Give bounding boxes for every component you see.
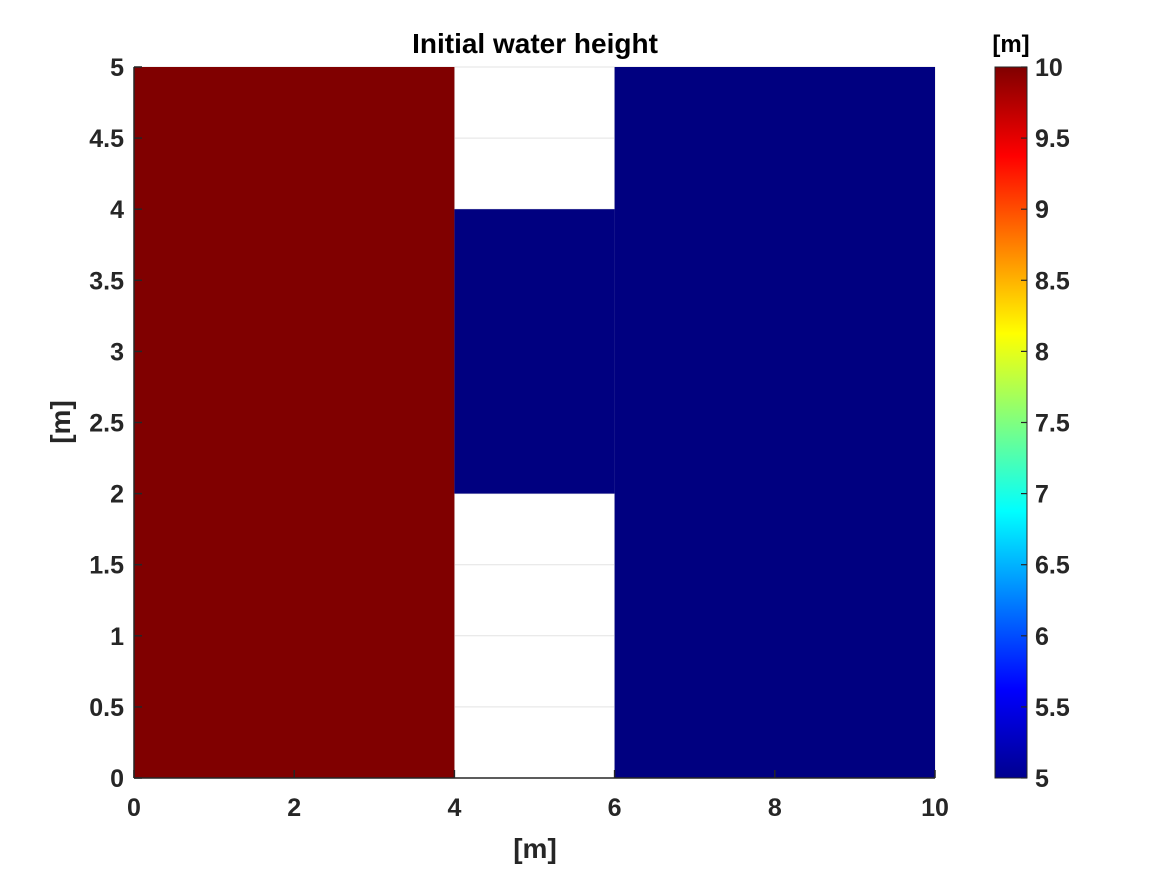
y-axis-label: [m]	[45, 400, 76, 444]
x-tick-label: 6	[608, 794, 622, 822]
y-tick-label: 4	[110, 196, 124, 224]
colorbar-tick-label: 7	[1035, 481, 1049, 509]
x-tick-label: 2	[287, 794, 301, 822]
x-tick-label: 10	[921, 794, 949, 822]
y-tick-label: 1	[110, 623, 124, 651]
y-tick-label: 3	[110, 338, 124, 366]
colorbar-tick-label: 10	[1035, 54, 1063, 82]
colorbar-tick-label: 8	[1035, 338, 1049, 366]
colorbar-tick-label: 5.5	[1035, 694, 1070, 722]
colorbar-tick-label: 6.5	[1035, 552, 1070, 580]
x-tick-label: 0	[127, 794, 141, 822]
colorbar-label: [m]	[992, 31, 1029, 58]
x-axis-label: [m]	[513, 833, 557, 864]
y-tick-label: 2.5	[89, 410, 124, 438]
y-tick-label: 0	[110, 765, 124, 793]
y-tick-label: 3.5	[89, 267, 124, 295]
x-axis-ticks: 0 2 4 6 8 10	[127, 770, 949, 822]
y-tick-label: 5	[110, 54, 124, 82]
heatmap-cell	[454, 209, 615, 494]
y-tick-label: 4.5	[89, 125, 124, 153]
chart-title: Initial water height	[412, 28, 658, 59]
colorbar: 5 5.5 6 6.5 7 7.5 8 8.5 9 9.5 10 [m]	[992, 31, 1070, 793]
colorbar-tick-label: 7.5	[1035, 410, 1070, 438]
heatmap-cell	[614, 67, 935, 778]
heatmap-cells	[134, 67, 935, 778]
y-tick-label: 1.5	[89, 552, 124, 580]
colorbar-tick-label: 6	[1035, 623, 1049, 651]
colorbar-tick-label: 8.5	[1035, 267, 1070, 295]
colorbar-tick-label: 9.5	[1035, 125, 1070, 153]
x-tick-label: 8	[768, 794, 782, 822]
heatmap-cell	[134, 67, 455, 778]
y-tick-label: 2	[110, 481, 124, 509]
y-tick-label: 0.5	[89, 694, 124, 722]
colorbar-tick-label: 5	[1035, 765, 1049, 793]
y-axis-ticks: 0 0.5 1 1.5 2 2.5 3 3.5 4 4.5 5	[89, 54, 142, 793]
colorbar-tick-label: 9	[1035, 196, 1049, 224]
x-tick-label: 4	[447, 794, 461, 822]
colorbar-ticks: 5 5.5 6 6.5 7 7.5 8 8.5 9 9.5 10	[1021, 54, 1070, 793]
